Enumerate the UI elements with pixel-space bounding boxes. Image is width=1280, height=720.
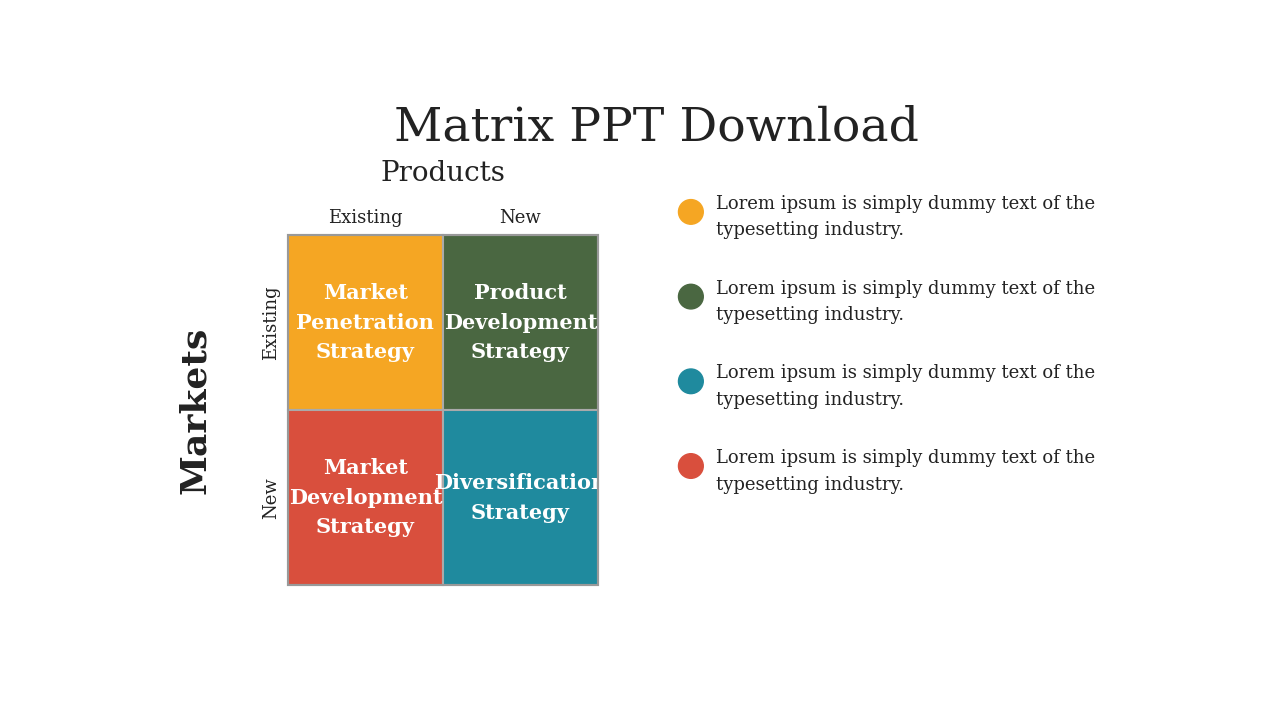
- Circle shape: [678, 369, 703, 394]
- Text: Markets: Markets: [178, 326, 212, 494]
- Text: Lorem ipsum is simply dummy text of the
typesetting industry.: Lorem ipsum is simply dummy text of the …: [717, 364, 1096, 409]
- Text: New: New: [262, 477, 280, 518]
- FancyBboxPatch shape: [288, 410, 443, 585]
- Circle shape: [678, 454, 703, 478]
- Text: Existing: Existing: [328, 210, 403, 228]
- Text: Existing: Existing: [262, 285, 280, 360]
- FancyBboxPatch shape: [443, 235, 598, 410]
- Text: Market
Development
Strategy: Market Development Strategy: [288, 458, 442, 537]
- Text: Lorem ipsum is simply dummy text of the
typesetting industry.: Lorem ipsum is simply dummy text of the …: [717, 280, 1096, 324]
- Text: Diversification
Strategy: Diversification Strategy: [434, 473, 607, 523]
- Text: Matrix PPT Download: Matrix PPT Download: [393, 106, 919, 151]
- FancyBboxPatch shape: [288, 235, 443, 410]
- Text: Lorem ipsum is simply dummy text of the
typesetting industry.: Lorem ipsum is simply dummy text of the …: [717, 195, 1096, 240]
- FancyBboxPatch shape: [443, 410, 598, 585]
- Text: Product
Development
Strategy: Product Development Strategy: [444, 283, 598, 362]
- Bar: [288, 235, 598, 585]
- Text: New: New: [499, 210, 541, 228]
- Text: Products: Products: [381, 161, 506, 187]
- Text: Lorem ipsum is simply dummy text of the
typesetting industry.: Lorem ipsum is simply dummy text of the …: [717, 449, 1096, 494]
- Text: Market
Penetration
Strategy: Market Penetration Strategy: [297, 283, 434, 362]
- Circle shape: [678, 199, 703, 224]
- Circle shape: [678, 284, 703, 309]
